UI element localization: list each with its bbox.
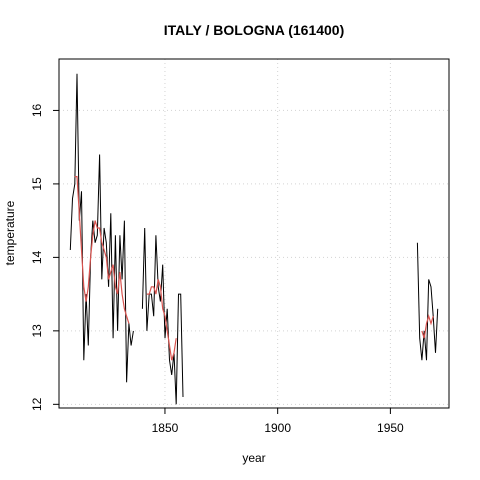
x-axis-label: year bbox=[242, 451, 265, 465]
annual-temperature-line bbox=[416, 242, 439, 361]
y-tick-label: 16 bbox=[30, 103, 44, 117]
series-lines bbox=[69, 73, 439, 405]
y-tick-label: 15 bbox=[30, 177, 44, 191]
x-tick-label: 1900 bbox=[264, 421, 291, 435]
x-tick-label: 1950 bbox=[377, 421, 404, 435]
y-axis: 12 13 14 15 16 bbox=[30, 103, 59, 411]
smoothed-temperature-line bbox=[421, 314, 434, 339]
y-axis-label: temperature bbox=[3, 200, 17, 265]
annual-temperature-line bbox=[141, 227, 184, 405]
y-tick-label: 12 bbox=[30, 397, 44, 411]
smoothed-temperature-line bbox=[74, 176, 130, 324]
x-axis: 1850 1900 1950 bbox=[152, 408, 404, 435]
smoothed-temperature-line bbox=[146, 279, 177, 361]
annual-temperature-line bbox=[69, 73, 134, 383]
y-tick-label: 14 bbox=[30, 250, 44, 264]
x-tick-label: 1850 bbox=[152, 421, 179, 435]
chart-title: ITALY / BOLOGNA (161400) bbox=[164, 22, 345, 38]
plot-frame bbox=[58, 58, 450, 409]
grid bbox=[59, 59, 449, 408]
y-tick-label: 13 bbox=[30, 324, 44, 338]
